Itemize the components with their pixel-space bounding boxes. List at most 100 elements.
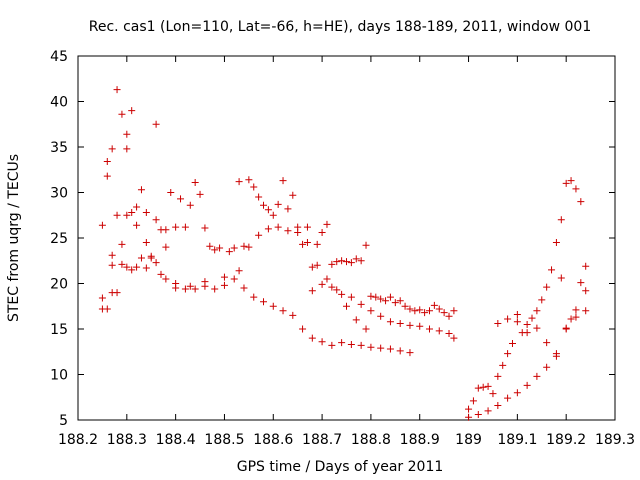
data-point: [489, 390, 497, 398]
y-tick-label: 20: [50, 277, 68, 293]
data-point: [318, 338, 326, 346]
data-point: [167, 189, 175, 196]
data-point: [240, 242, 248, 250]
data-point: [562, 324, 570, 332]
data-point: [450, 334, 458, 342]
data-point: [245, 176, 253, 184]
data-point: [557, 216, 565, 224]
data-point: [347, 259, 355, 267]
data-point: [103, 172, 111, 180]
data-point: [172, 223, 180, 231]
data-point: [416, 322, 424, 330]
data-point: [562, 179, 570, 187]
data-point: [499, 361, 507, 369]
data-point: [216, 244, 224, 252]
data-point: [421, 309, 429, 317]
data-point: [279, 177, 287, 185]
data-point: [230, 275, 238, 283]
data-point: [250, 183, 258, 191]
data-point: [367, 307, 375, 315]
y-tick-label: 25: [50, 231, 68, 247]
data-point: [347, 293, 355, 301]
data-point: [386, 318, 394, 326]
data-point: [474, 384, 482, 392]
data-point: [240, 284, 248, 292]
data-point: [299, 240, 307, 248]
data-point: [303, 223, 311, 231]
data-point: [557, 274, 565, 282]
data-point: [191, 285, 199, 293]
data-point: [250, 293, 258, 301]
data-point: [396, 297, 404, 305]
data-point: [284, 205, 292, 213]
data-point: [338, 290, 346, 298]
data-point: [484, 407, 492, 415]
data-point: [289, 311, 297, 319]
data-point: [128, 209, 136, 217]
data-point: [313, 261, 321, 269]
data-point: [533, 372, 541, 380]
data-point: [181, 285, 189, 293]
data-point: [445, 330, 453, 338]
data-point: [269, 211, 277, 219]
data-point: [264, 206, 272, 214]
y-tick-label: 30: [50, 186, 68, 202]
x-tick-label: 188.7: [302, 432, 342, 448]
data-point: [108, 145, 116, 153]
y-axis-label: STEC from uqrg / TECUs: [6, 154, 22, 322]
data-point: [425, 307, 433, 315]
data-point: [225, 248, 233, 256]
data-point: [333, 286, 341, 294]
data-point: [377, 312, 385, 320]
x-tick-label: 188.6: [253, 432, 293, 448]
data-point: [328, 260, 336, 268]
data-point: [572, 185, 580, 193]
data-point: [465, 405, 473, 413]
data-point: [206, 242, 214, 250]
data-point: [494, 372, 502, 380]
data-point: [543, 283, 551, 291]
data-point: [401, 302, 409, 310]
data-point: [567, 177, 575, 185]
data-point: [504, 350, 512, 358]
y-tick-label: 35: [50, 140, 68, 156]
data-point: [211, 285, 219, 293]
data-point: [181, 223, 189, 231]
data-point: [308, 263, 316, 271]
data-point: [128, 266, 136, 274]
data-point: [186, 282, 194, 290]
data-point: [367, 292, 375, 300]
data-point: [572, 306, 580, 314]
data-point: [133, 203, 141, 211]
data-point: [108, 251, 116, 259]
data-point: [201, 224, 209, 232]
data-point: [162, 226, 170, 234]
data-point: [523, 329, 531, 337]
data-point: [289, 191, 297, 199]
data-point: [504, 315, 512, 323]
data-point: [343, 258, 350, 266]
y-tick-label: 10: [50, 368, 68, 384]
data-point: [157, 270, 165, 278]
data-point: [425, 325, 433, 333]
data-point: [118, 240, 126, 248]
data-point: [299, 325, 307, 333]
data-point: [103, 305, 111, 313]
data-point: [147, 252, 155, 260]
data-point: [406, 349, 414, 357]
data-point: [113, 86, 121, 94]
data-point: [469, 397, 477, 405]
chart-title: Rec. cas1 (Lon=110, Lat=-66, h=HE), days…: [89, 19, 591, 35]
data-point: [338, 339, 346, 347]
data-point: [582, 307, 590, 315]
data-point: [264, 225, 272, 233]
x-tick-label: 189.3: [595, 432, 635, 448]
data-point: [494, 401, 502, 409]
data-point: [357, 341, 365, 349]
data-point: [440, 309, 448, 317]
data-point: [396, 347, 404, 355]
data-point: [323, 220, 331, 228]
data-point: [552, 352, 560, 360]
y-tick-label: 5: [59, 413, 68, 429]
